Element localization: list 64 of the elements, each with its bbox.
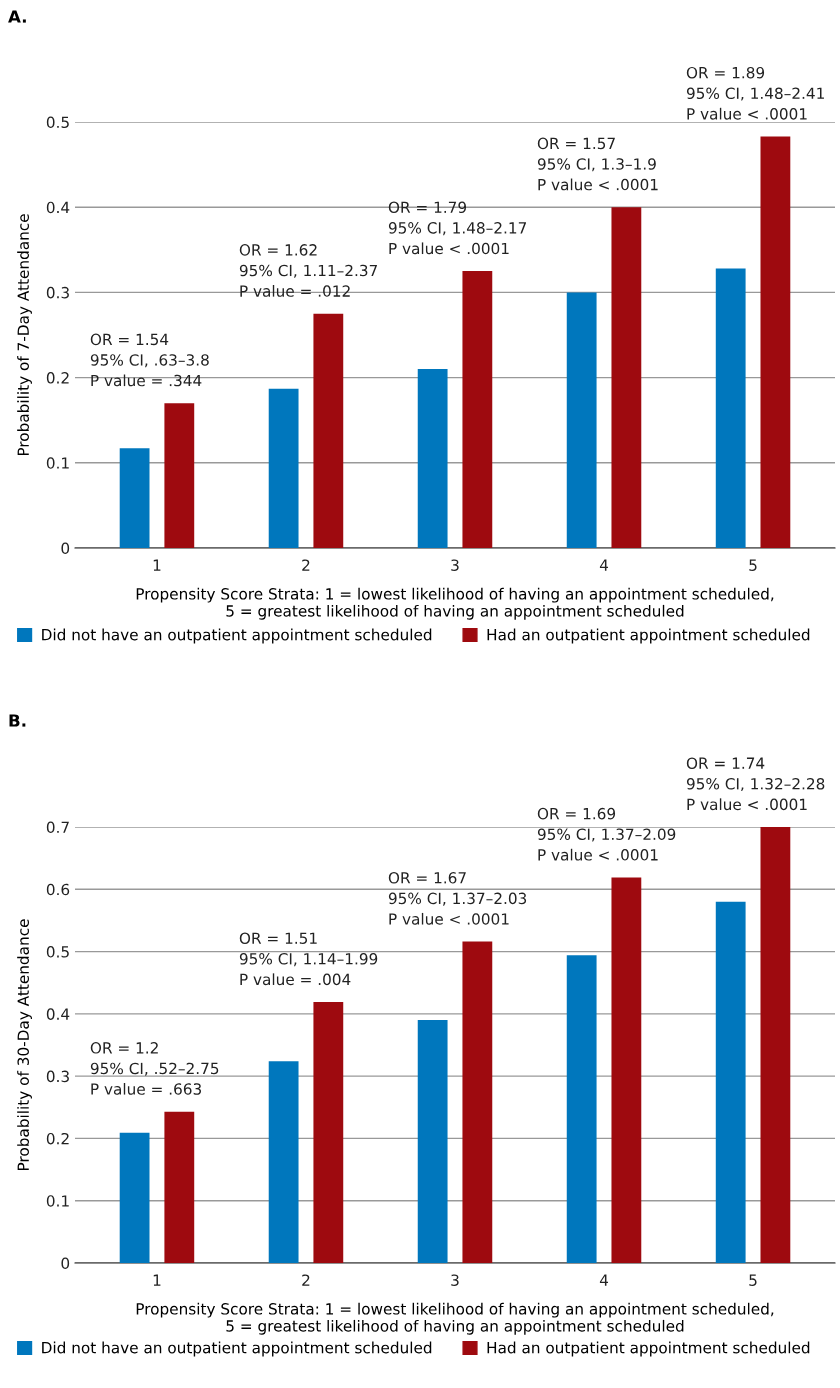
y-tick-label: 0.1: [46, 1195, 69, 1207]
bar: [611, 877, 642, 1263]
bar: [462, 271, 493, 548]
x-tick-label: 4: [599, 1274, 609, 1286]
bar: [313, 1002, 344, 1263]
y-axis-title: Probability of 30-Day Attendance: [17, 919, 32, 1170]
y-tick-label: 0: [61, 1257, 70, 1270]
bar: [119, 448, 150, 548]
text: OR = 1.74 95% CI, 1.32–2.28 P value < .0001: [686, 757, 825, 811]
bar: [268, 388, 299, 548]
annotation: OR = 1.54 95% CI, .63–3.8 P value = .344: [90, 333, 209, 387]
x-axis-title: Propensity Score Strata: 1 = lowest likelihood of having an appointment scheduled, 5 = greatest likelihood of having an appointment scheduled: [136, 1302, 774, 1335]
x-tick-label: 5: [749, 559, 757, 571]
legend-label: Had an outpatient appointment scheduled: [487, 628, 810, 644]
bar: [566, 292, 597, 548]
annotation: OR = 1.2 95% CI, .52–2.75 P value = .663: [90, 1042, 219, 1095]
y-tick-label: 0.3: [46, 286, 69, 299]
y-tick-label: 0.6: [46, 883, 70, 896]
y-tick-label: 0.5: [46, 946, 69, 958]
bar: [164, 1111, 195, 1263]
annotation: OR = 1.67 95% CI, 1.37–2.03 P value < .0001: [388, 872, 527, 925]
annotation: OR = 1.79 95% CI, 1.48–2.17 P value < .0001: [388, 201, 527, 255]
x-tick-label: 3: [451, 1274, 459, 1286]
bar: [715, 268, 746, 548]
legend-label: Had an outpatient appointment scheduled: [487, 1341, 810, 1357]
bar: [611, 207, 642, 548]
y-tick-label: 0.5: [46, 116, 69, 129]
bar: [462, 941, 493, 1263]
x-tick-label: 1: [153, 559, 161, 571]
x-tick-label: 1: [153, 1274, 161, 1286]
bar: [268, 1061, 299, 1263]
chart-title: B.: [9, 714, 26, 727]
annotation: OR = 1.62 95% CI, 1.11–2.37 P value = .012: [239, 244, 377, 297]
bar: [760, 136, 791, 548]
bar: [760, 827, 791, 1263]
y-tick-label: 0: [61, 542, 70, 555]
x-tick-label: 4: [599, 559, 609, 571]
annotation: OR = 1.69 95% CI, 1.37–2.09 P value < .0001: [537, 807, 676, 861]
legend-label: Did not have an outpatient appointment scheduled: [42, 628, 432, 644]
y-tick-label: 0.2: [46, 1132, 69, 1145]
x-tick-label: 2: [302, 1274, 310, 1286]
x-axis-title: Propensity Score Strata: 1 = lowest likelihood of having an appointment scheduled, 5 = greatest likelihood of having an appointment scheduled: [136, 587, 774, 620]
bar: [715, 901, 746, 1263]
bar: [566, 955, 597, 1263]
y-tick-label: 0.4: [46, 201, 70, 214]
chart-title: A.: [8, 10, 26, 23]
bar: [164, 403, 195, 548]
bar: [119, 1132, 150, 1263]
annotation: OR = 1.57 95% CI, 1.3–1.9 P value < .0001: [537, 137, 658, 191]
x-tick-label: 3: [451, 559, 459, 571]
annotation: OR = 1.51 95% CI, 1.14–1.99 P value = .004: [239, 932, 378, 986]
y-axis-title: Probability of 7-Day Attendance: [17, 214, 32, 456]
bar: [417, 1020, 448, 1263]
y-tick-label: 0.7: [46, 821, 69, 834]
x-tick-label: 5: [749, 1274, 757, 1286]
legend-label: Did not have an outpatient appointment scheduled: [42, 1341, 432, 1357]
y-tick-label: 0.4: [46, 1008, 70, 1020]
y-tick-label: 0.2: [46, 372, 69, 384]
bar: [417, 369, 448, 548]
text: OR = 1.89 95% CI, 1.48–2.41 P value < .0001: [686, 66, 824, 120]
bar: [313, 313, 344, 548]
y-tick-label: 0.1: [46, 457, 69, 469]
x-tick-label: 2: [302, 559, 310, 571]
y-tick-label: 0.3: [46, 1070, 69, 1083]
